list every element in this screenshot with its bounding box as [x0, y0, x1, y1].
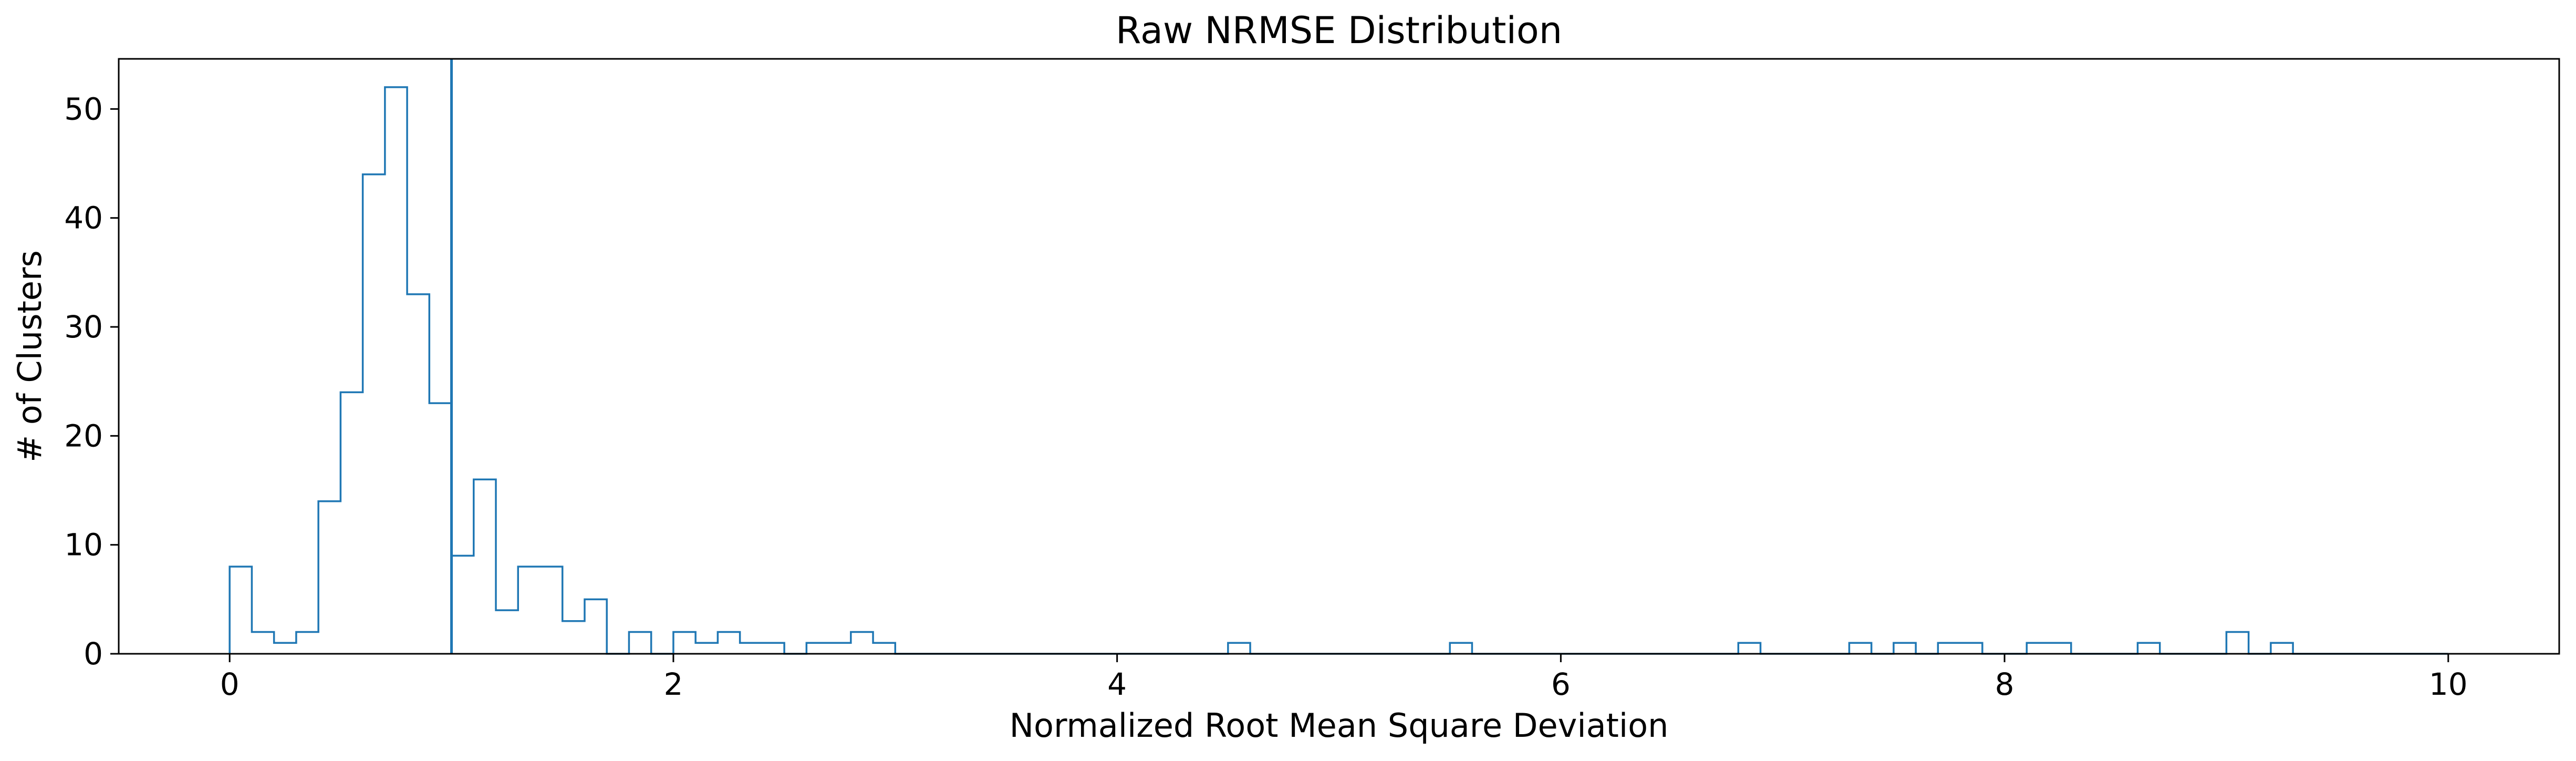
x-tick-label: 6 [1551, 666, 1571, 702]
y-axis-title: # of Clusters [11, 250, 49, 462]
histogram-step-line [228, 86, 2448, 655]
y-tick-label: 10 [64, 527, 103, 563]
y-tick-label: 30 [64, 309, 103, 345]
y-tick-label: 40 [64, 200, 103, 236]
x-tick-label: 8 [1995, 666, 2014, 702]
y-tick-label: 20 [64, 418, 103, 454]
x-axis-title: Normalized Root Mean Square Deviation [1010, 706, 1669, 745]
x-tick-label: 4 [1107, 666, 1127, 702]
y-tick-label: 0 [84, 636, 103, 672]
axes-frame [118, 58, 2560, 655]
plot-area: 0 2 4 6 8 10 0 10 20 30 40 50 [64, 58, 2560, 702]
x-tick-label: 2 [663, 666, 683, 702]
x-tick-label: 0 [220, 666, 240, 702]
x-tick-label: 10 [2429, 666, 2468, 702]
y-tick-label: 50 [64, 91, 103, 127]
chart-title: Raw NRMSE Distribution [1116, 9, 1562, 52]
